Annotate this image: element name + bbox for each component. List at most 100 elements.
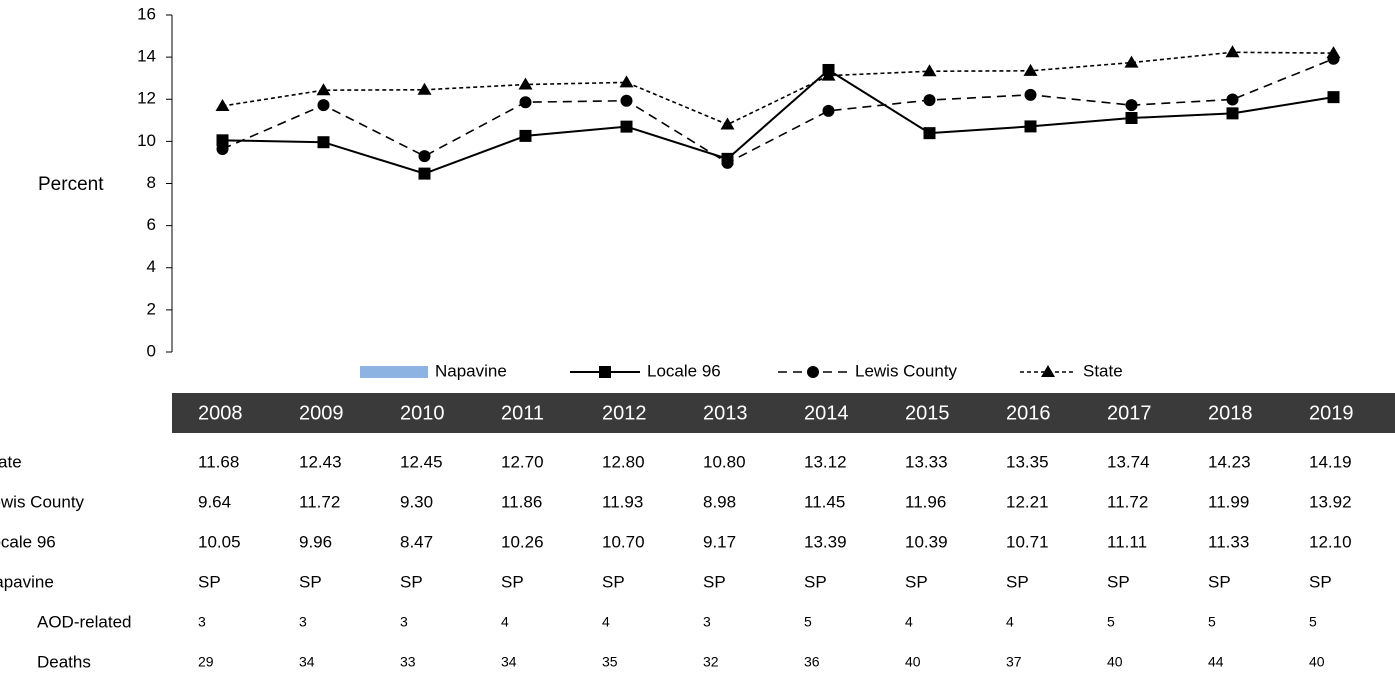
marker xyxy=(1125,99,1138,112)
marker xyxy=(619,75,634,88)
marker xyxy=(922,64,937,77)
table-cell: 12.21 xyxy=(1006,492,1049,511)
table-cell: 10.26 xyxy=(501,532,544,551)
legend-label: Locale 96 xyxy=(647,361,721,380)
marker xyxy=(1326,46,1341,59)
table-header-cell: 2015 xyxy=(905,402,950,424)
marker xyxy=(1225,45,1240,58)
table-header-cell: 2017 xyxy=(1107,402,1152,424)
table-cell: 9.64 xyxy=(198,492,231,511)
row-label: Deaths xyxy=(37,652,91,671)
marker xyxy=(620,120,633,133)
table-cell: SP xyxy=(198,572,221,591)
marker xyxy=(1024,120,1037,133)
table-cell: 4 xyxy=(602,614,610,630)
table-cell: 12.80 xyxy=(602,452,645,471)
y-tick-label: 8 xyxy=(147,173,156,192)
table-cell: SP xyxy=(1006,572,1029,591)
table-cell: 34 xyxy=(299,654,315,670)
marker xyxy=(317,99,330,112)
series-line xyxy=(222,68,1334,175)
y-tick-label: 16 xyxy=(137,4,156,23)
marker xyxy=(620,94,633,107)
marker xyxy=(822,104,835,117)
table-header-cell: 2014 xyxy=(804,402,849,424)
table-cell: 11.93 xyxy=(602,492,643,511)
table-header-cell: 2013 xyxy=(703,402,748,424)
table-cell: 37 xyxy=(1006,654,1022,670)
table-cell: 44 xyxy=(1208,654,1224,670)
table-cell: 35 xyxy=(602,654,618,670)
marker xyxy=(418,150,431,163)
table-cell: SP xyxy=(1208,572,1231,591)
table-cell: 12.70 xyxy=(501,452,544,471)
row-label: Napavine xyxy=(0,572,54,591)
table-cell: 29 xyxy=(198,654,214,670)
table-cell: SP xyxy=(703,572,726,591)
table-cell: SP xyxy=(905,572,928,591)
y-tick-label: 14 xyxy=(137,47,156,66)
table-cell: 10.80 xyxy=(703,452,746,471)
table-cell: 10.70 xyxy=(602,532,645,551)
y-tick-label: 0 xyxy=(147,341,156,360)
table-cell: 3 xyxy=(299,614,307,630)
table-cell: 13.39 xyxy=(804,532,847,551)
table-cell: 12.10 xyxy=(1309,532,1352,551)
table-cell: 36 xyxy=(804,654,820,670)
marker xyxy=(1125,111,1138,124)
table-cell: 40 xyxy=(1107,654,1123,670)
y-tick-label: 12 xyxy=(137,89,156,108)
marker xyxy=(216,134,229,147)
marker xyxy=(519,96,532,109)
table-cell: 3 xyxy=(400,614,408,630)
table-cell: 4 xyxy=(501,614,509,630)
legend-swatch xyxy=(360,366,428,378)
series-line xyxy=(222,58,1334,164)
table-cell: 10.71 xyxy=(1006,532,1049,551)
y-tick-label: 6 xyxy=(147,215,156,234)
table-cell: 12.45 xyxy=(400,452,443,471)
marker xyxy=(519,129,532,142)
table-cell: 11.96 xyxy=(905,492,946,511)
marker xyxy=(1023,63,1038,76)
table-cell: 9.17 xyxy=(703,532,736,551)
table-cell: 13.92 xyxy=(1309,492,1352,511)
marker xyxy=(317,136,330,149)
y-tick-label: 4 xyxy=(147,257,156,276)
marker xyxy=(1226,93,1239,106)
marker xyxy=(599,366,611,378)
table-cell: 33 xyxy=(400,654,416,670)
marker xyxy=(1041,365,1055,377)
table-cell: 11.99 xyxy=(1208,492,1249,511)
table-header-cell: 2008 xyxy=(198,402,243,424)
table-header-cell: 2010 xyxy=(400,402,445,424)
row-label: Lewis County xyxy=(0,492,85,511)
table-header-cell: 2009 xyxy=(299,402,344,424)
table-cell: SP xyxy=(501,572,524,591)
table-cell: 13.12 xyxy=(804,452,847,471)
table-cell: 3 xyxy=(198,614,206,630)
table-cell: 14.23 xyxy=(1208,452,1251,471)
marker xyxy=(807,366,819,378)
table-cell: 5 xyxy=(1107,614,1115,630)
table-cell: SP xyxy=(804,572,827,591)
row-label: Locale 96 xyxy=(0,532,56,551)
table-cell: 9.30 xyxy=(400,492,433,511)
table-cell: 10.39 xyxy=(905,532,948,551)
table-cell: SP xyxy=(400,572,423,591)
y-tick-label: 2 xyxy=(147,299,156,318)
table-cell: SP xyxy=(602,572,625,591)
marker xyxy=(721,156,734,169)
marker xyxy=(518,77,533,90)
table-cell: SP xyxy=(1309,572,1332,591)
table-cell: 3 xyxy=(703,614,711,630)
marker xyxy=(418,167,431,180)
y-tick-label: 10 xyxy=(137,131,156,150)
table-cell: 34 xyxy=(501,654,517,670)
table-cell: 11.86 xyxy=(501,492,542,511)
marker xyxy=(1024,88,1037,101)
marker xyxy=(923,94,936,107)
legend-label: State xyxy=(1083,361,1123,380)
marker xyxy=(316,83,331,96)
